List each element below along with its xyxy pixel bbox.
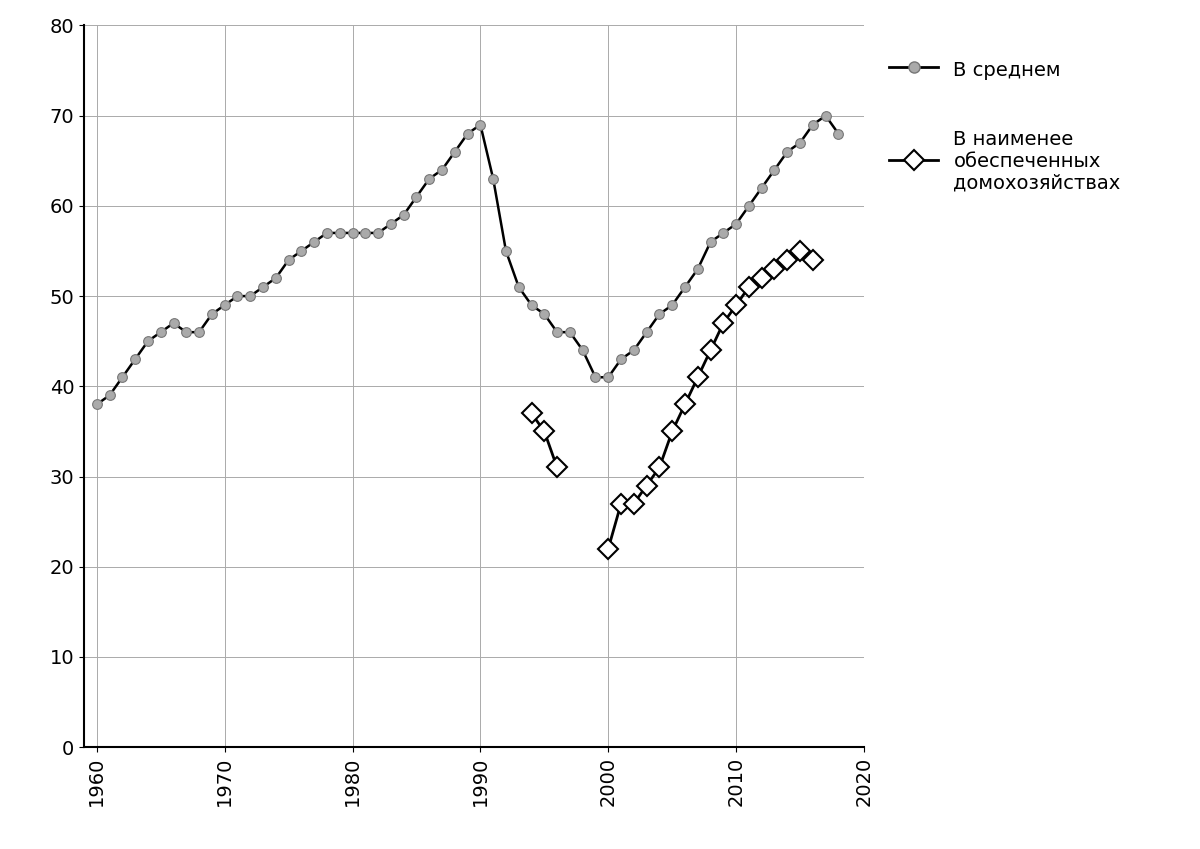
Legend: В среднем, В наименее
обеспеченных
домохозяйствах: В среднем, В наименее обеспеченных домох… [882,49,1128,200]
